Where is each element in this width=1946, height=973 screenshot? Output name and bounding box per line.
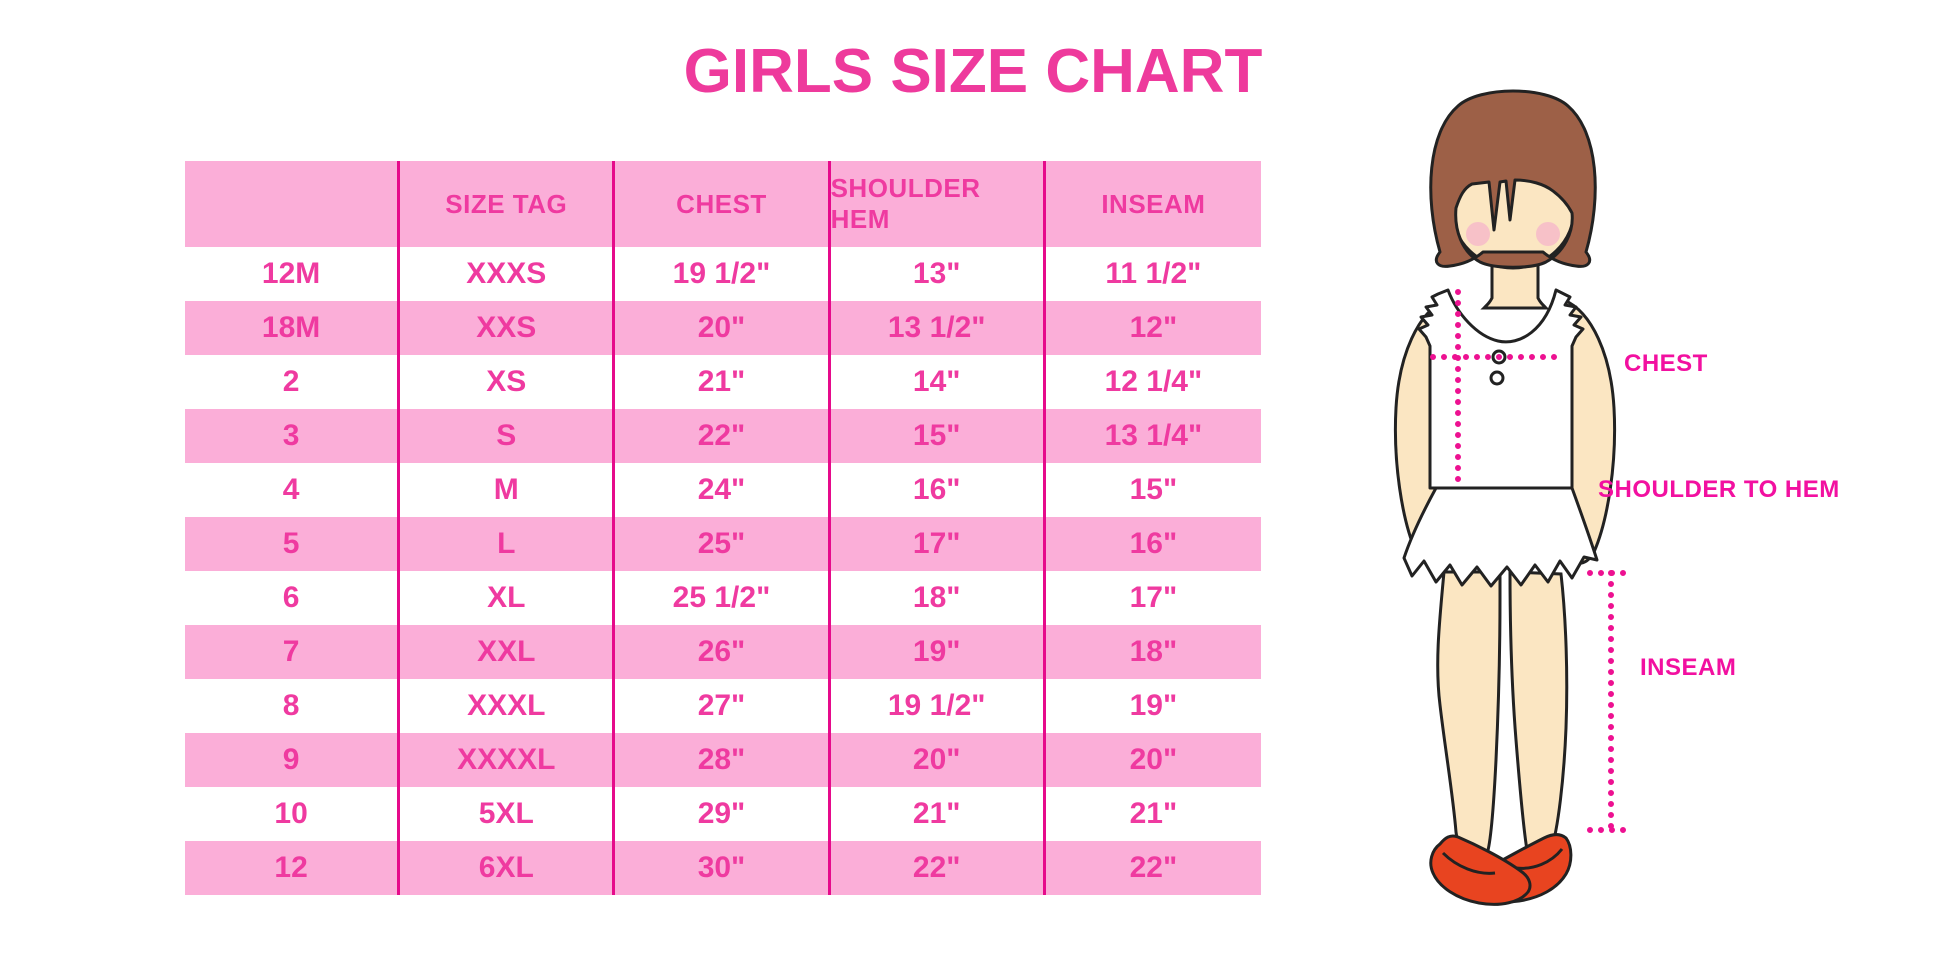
girl-measurement-illustration — [1393, 89, 1635, 906]
header-cell-shoulder-hem: SHOULDER HEM — [831, 161, 1046, 247]
table-cell: 13 1/4" — [1104, 419, 1203, 452]
table-cell: 12" — [1129, 311, 1178, 344]
table-row: 12M XXXS 19 1/2" 13" 11 1/2" — [185, 247, 1261, 301]
girl-top-peplum — [1402, 486, 1599, 588]
table-cell: L — [400, 517, 616, 571]
header-cell-blank — [185, 161, 401, 247]
table-cell: XXXL — [400, 679, 616, 733]
girl-top-button-2 — [1489, 370, 1505, 386]
table-cell: 8 — [185, 679, 401, 733]
table-cell: XXXS — [400, 247, 616, 301]
table-cell: 27" — [615, 679, 831, 733]
table-row: 5 L 25" 17" 16" — [185, 517, 1261, 571]
table-cell: 22" — [615, 409, 831, 463]
table-cell: 25" — [615, 517, 831, 571]
table-cell: 19" — [831, 625, 1046, 679]
table-cell: 21" — [615, 355, 831, 409]
table-cell: XXXXL — [400, 733, 616, 787]
table-cell: XXL — [400, 625, 616, 679]
page-title: GIRLS SIZE CHART — [683, 37, 1263, 106]
table-row: 12 6XL 30" 22" 22" — [185, 841, 1261, 895]
table-row: 6 XL 25 1/2" 18" 17" — [185, 571, 1261, 625]
table-cell: 6 — [185, 571, 401, 625]
table-cell: 12M — [185, 247, 401, 301]
table-row: 4 M 24" 16" 15" — [185, 463, 1261, 517]
table-cell: 18" — [1129, 635, 1178, 668]
girl-left-shoe — [1429, 834, 1532, 906]
table-cell: 16" — [1129, 527, 1178, 560]
table-cell: 15" — [1129, 473, 1178, 506]
table-row: 18M XXS 20" 13 1/2" 12" — [185, 301, 1261, 355]
girl-right-blush — [1536, 222, 1560, 246]
table-row: 3 S 22" 15" 13 1/4" — [185, 409, 1261, 463]
table-cell: 25 1/2" — [615, 571, 831, 625]
table-cell: 18M — [185, 301, 401, 355]
table-cell: M — [400, 463, 616, 517]
girl-right-leg — [1508, 570, 1569, 852]
header-cell-inseam: INSEAM — [1101, 188, 1206, 219]
header-cell-size-tag: SIZE TAG — [400, 161, 616, 247]
table-cell: 29" — [615, 787, 831, 841]
table-cell: 19" — [1129, 689, 1178, 722]
table-cell: 9 — [185, 733, 401, 787]
girl-hair — [1429, 89, 1597, 269]
table-cell: 13 1/2" — [831, 301, 1046, 355]
table-cell: 30" — [615, 841, 831, 895]
table-cell: 15" — [831, 409, 1046, 463]
table-body: 12M XXXS 19 1/2" 13" 11 1/2" 18M XXS 20" 13 1/2"… — [185, 247, 1261, 895]
girl-left-blush — [1466, 222, 1490, 246]
table-cell: 28" — [615, 733, 831, 787]
table-cell: 20" — [1129, 743, 1178, 776]
girl-left-shoe-strap — [1441, 851, 1496, 875]
table-cell: S — [400, 409, 616, 463]
table-cell: 7 — [185, 625, 401, 679]
table-cell: 21" — [831, 787, 1046, 841]
table-cell: 19 1/2" — [615, 247, 831, 301]
table-cell: 21" — [1129, 797, 1178, 830]
table-cell: 24" — [615, 463, 831, 517]
table-cell: 19 1/2" — [831, 679, 1046, 733]
table-cell: 26" — [615, 625, 831, 679]
table-cell: XS — [400, 355, 616, 409]
table-row: 9 XXXXL 28" 20" 20" — [185, 733, 1261, 787]
table-row: 2 XS 21" 14" 12 1/4" — [185, 355, 1261, 409]
table-cell: 16" — [831, 463, 1046, 517]
table-cell: 13" — [831, 247, 1046, 301]
girl-top-bodice — [1417, 288, 1585, 490]
table-cell: XXS — [400, 301, 616, 355]
table-cell: 17" — [1129, 581, 1178, 614]
header-cell-chest: CHEST — [615, 161, 831, 247]
girl-right-shoe-strap — [1515, 848, 1564, 870]
table-cell: 11 1/2" — [1105, 257, 1202, 290]
table-cell: 4 — [185, 463, 401, 517]
inseam-label: INSEAM — [1640, 654, 1737, 681]
size-chart-table: SIZE TAG CHEST SHOULDER HEM INSEAM 12M XX… — [185, 161, 1261, 895]
table-cell: 18" — [831, 571, 1046, 625]
table-cell: 22" — [831, 841, 1046, 895]
table-cell: 14" — [831, 355, 1046, 409]
table-cell: 2 — [185, 355, 401, 409]
table-cell: 22" — [1129, 851, 1178, 884]
table-row: 7 XXL 26" 19" 18" — [185, 625, 1261, 679]
girl-left-leg — [1436, 570, 1502, 856]
table-row: 8 XXXL 27" 19 1/2" 19" — [185, 679, 1261, 733]
table-cell: 5 — [185, 517, 401, 571]
table-cell: 10 — [185, 787, 401, 841]
table-row: 10 5XL 29" 21" 21" — [185, 787, 1261, 841]
table-cell: 12 — [185, 841, 401, 895]
table-cell: 20" — [831, 733, 1046, 787]
table-cell: 17" — [831, 517, 1046, 571]
chest-label: CHEST — [1624, 350, 1708, 377]
table-header-row: SIZE TAG CHEST SHOULDER HEM INSEAM — [185, 161, 1261, 247]
table-cell: 3 — [185, 409, 401, 463]
table-cell: 20" — [615, 301, 831, 355]
shoulder-to-hem-label: SHOULDER TO HEM — [1598, 476, 1840, 503]
table-cell: 5XL — [400, 787, 616, 841]
table-cell: 6XL — [400, 841, 616, 895]
table-cell: XL — [400, 571, 616, 625]
table-cell: 12 1/4" — [1104, 365, 1203, 398]
